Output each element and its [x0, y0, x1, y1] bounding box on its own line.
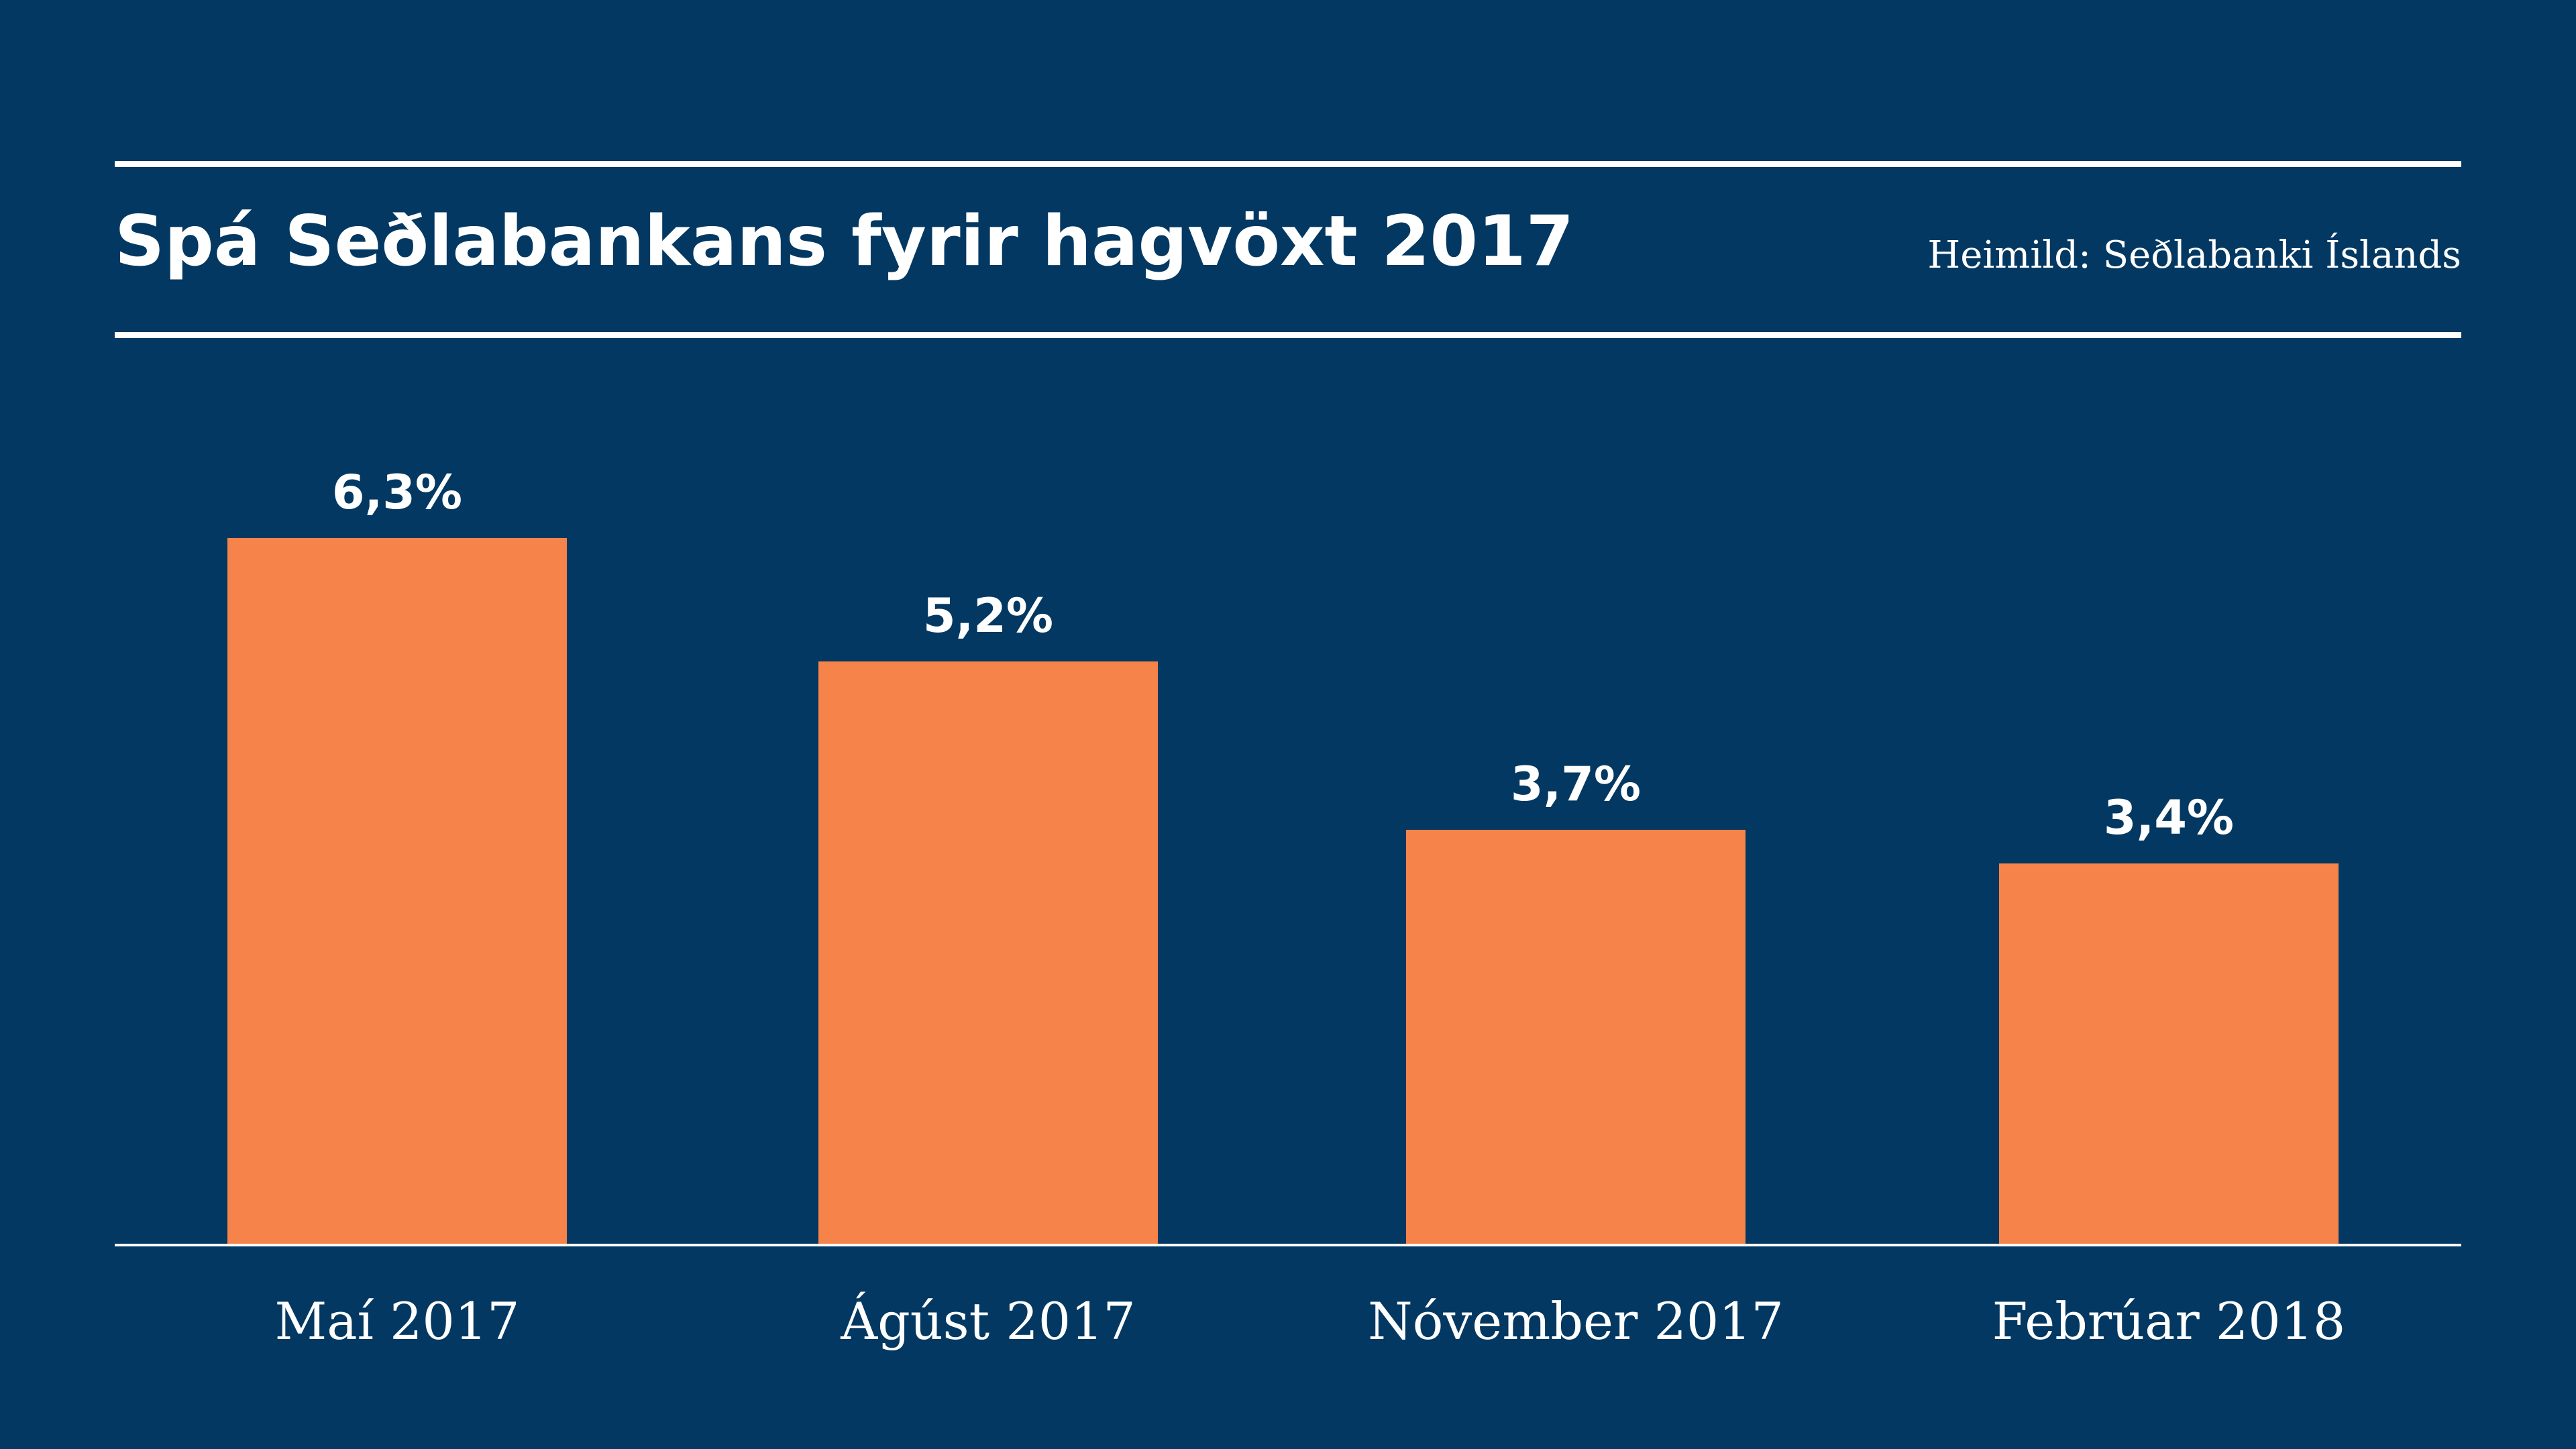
- bar-1: [818, 661, 1158, 1245]
- value-label-0: 6,3%: [332, 465, 462, 520]
- x-tick-label-2: Nóvember 2017: [1368, 1291, 1784, 1351]
- value-label-3: 3,4%: [2104, 790, 2234, 845]
- value-label-2: 3,7%: [1511, 757, 1641, 812]
- value-labels-group: 6,3% 5,2% 3,7% 3,4%: [332, 465, 2234, 845]
- x-tick-label-1: Ágúst 2017: [840, 1291, 1136, 1351]
- tick-labels-group: Maí 2017 Ágúst 2017 Nóvember 2017 Febrúar 2…: [274, 1291, 2345, 1351]
- top-rule: [115, 161, 2461, 167]
- bar-2: [1406, 829, 1746, 1245]
- chart-source: Heimild: Seðlabanki Íslands: [1927, 233, 2461, 277]
- x-tick-label-0: Maí 2017: [274, 1291, 519, 1351]
- value-label-1: 5,2%: [923, 588, 1053, 643]
- bar-3: [1999, 863, 2339, 1245]
- header-bottom-rule: [115, 332, 2461, 338]
- x-tick-label-3: Febrúar 2018: [1992, 1291, 2346, 1351]
- bar-0: [227, 538, 567, 1245]
- chart-title: Spá Seðlabankans fyrir hagvöxt 2017: [115, 201, 1574, 282]
- bars-group: [227, 538, 2339, 1245]
